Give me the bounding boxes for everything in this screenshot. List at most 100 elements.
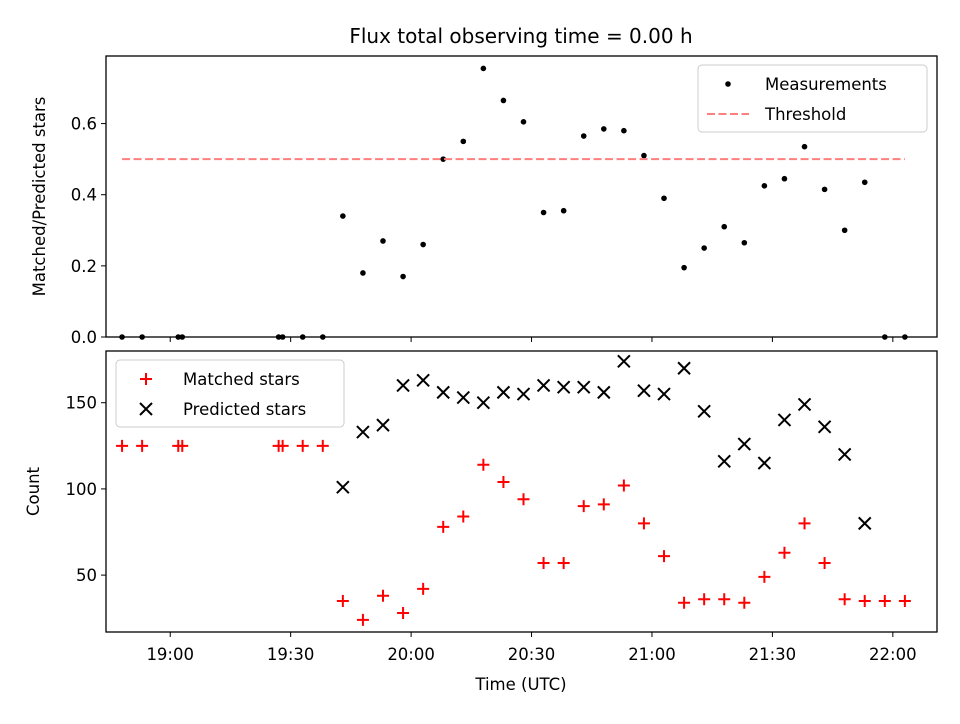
measurement-point — [701, 245, 707, 251]
y-axis-label: Count — [24, 466, 43, 516]
matched-star-point — [397, 607, 410, 620]
measurement-point — [621, 127, 627, 134]
legend-swatch-predicted — [139, 402, 153, 416]
y-tick-label: 0.4 — [71, 186, 97, 205]
axes-frame — [105, 350, 938, 633]
legend-label: Threshold — [764, 105, 846, 124]
legend: Matched stars Predicted stars — [115, 359, 345, 428]
legend-label: Matched stars — [183, 370, 300, 389]
predicted-star-point — [416, 373, 430, 388]
predicted-star-point — [476, 396, 491, 410]
matched-star-point — [336, 594, 349, 607]
matched-star-point — [698, 593, 711, 606]
axes-frame — [105, 55, 938, 338]
predicted-star-point — [436, 385, 450, 400]
x-tick-label: 21:30 — [749, 645, 797, 664]
chart-title: Flux total observing time = 0.00 h — [349, 24, 692, 48]
measurement-point — [560, 207, 567, 214]
measurement-point — [801, 143, 808, 150]
predicted-star-point — [737, 437, 752, 451]
predicted-star-point — [536, 378, 551, 393]
matched-star-point — [758, 570, 771, 583]
measurement-point — [761, 183, 768, 189]
predicted-star-point — [797, 397, 812, 412]
y-tick-label: 100 — [66, 480, 98, 499]
matched-star-point — [898, 594, 911, 607]
matched-star-point — [858, 594, 871, 607]
measurement-point — [460, 138, 467, 145]
measurement-point — [340, 213, 346, 219]
predicted-star-point — [336, 480, 350, 494]
bottom-panel: 19:00 19:30 20:00 20:30 21:00 21:30 22:00 50 100… — [24, 350, 938, 664]
matched-star-point — [557, 557, 570, 570]
measurement-point — [480, 65, 487, 72]
matched-star-point — [637, 517, 650, 530]
legend: Measurements Threshold — [697, 64, 928, 133]
measurement-point — [721, 223, 728, 230]
matched-star-point — [878, 594, 891, 607]
matched-star-point — [477, 458, 490, 471]
matched-star-point — [798, 517, 811, 530]
matched-star-point — [316, 439, 329, 452]
predicted-star-point — [376, 418, 390, 432]
matched-star-point — [738, 596, 751, 609]
measurement-point — [520, 119, 527, 125]
predicted-star-point — [697, 404, 711, 419]
predicted-star-point — [516, 387, 531, 401]
predicted-star-point — [837, 447, 852, 462]
top-panel: 0.0 0.2 0.4 0.6 Matched/Predicted stars Measu… — [30, 55, 938, 347]
matched-star-point — [116, 439, 129, 452]
matched-star-point — [457, 510, 470, 523]
measurement-point — [821, 186, 828, 193]
y-axis-label: Matched/Predicted stars — [30, 97, 49, 297]
matched-star-point — [778, 546, 791, 559]
matched-star-point — [577, 500, 590, 513]
measurement-point — [681, 264, 687, 271]
matched-star-point — [597, 498, 610, 511]
measurement-point — [841, 227, 848, 234]
measurement-point — [781, 175, 788, 182]
y-tick-label: 0.2 — [71, 257, 97, 276]
measurement-point — [661, 195, 667, 202]
measurement-point — [420, 241, 426, 248]
matched-star-point — [417, 582, 430, 595]
legend-label: Predicted stars — [183, 400, 306, 419]
matched-star-point — [658, 550, 671, 563]
measurement-point — [641, 152, 647, 159]
measurement-point — [580, 133, 587, 139]
x-tick-label: 19:30 — [267, 645, 315, 664]
matched-star-point — [437, 520, 450, 533]
matched-star-point — [818, 557, 831, 570]
predicted-star-point — [356, 425, 370, 439]
matched-star-point — [356, 613, 369, 626]
predicted-star-point — [757, 456, 772, 470]
measurement-point — [360, 270, 366, 276]
matched-star-point — [537, 557, 550, 570]
matched-star-point — [678, 596, 691, 609]
predicted-star-point — [496, 385, 511, 400]
x-axis-label: Time (UTC) — [474, 675, 566, 694]
matched-star-point — [136, 439, 149, 452]
x-tick-label: 20:00 — [387, 645, 435, 664]
matched-star-point — [296, 439, 309, 452]
y-tick-label: 0.0 — [71, 328, 97, 347]
x-tick-label: 22:00 — [869, 645, 917, 664]
matched-star-point — [377, 589, 389, 602]
measurement-point — [741, 239, 748, 246]
predicted-star-point — [637, 383, 651, 398]
measurement-point — [500, 97, 507, 104]
measurement-point — [600, 126, 607, 132]
predicted-star-point — [677, 361, 691, 375]
legend-box — [115, 359, 345, 428]
predicted-star-point — [777, 413, 792, 427]
measurement-point — [380, 238, 386, 244]
predicted-star-point — [657, 387, 671, 401]
legend-swatch-measurements — [725, 81, 731, 87]
measurement-point — [540, 209, 547, 216]
predicted-star-point — [817, 420, 832, 434]
predicted-star-point — [617, 354, 631, 369]
matched-star-point — [617, 479, 630, 492]
measurement-point — [440, 156, 447, 162]
legend-box — [697, 64, 928, 133]
